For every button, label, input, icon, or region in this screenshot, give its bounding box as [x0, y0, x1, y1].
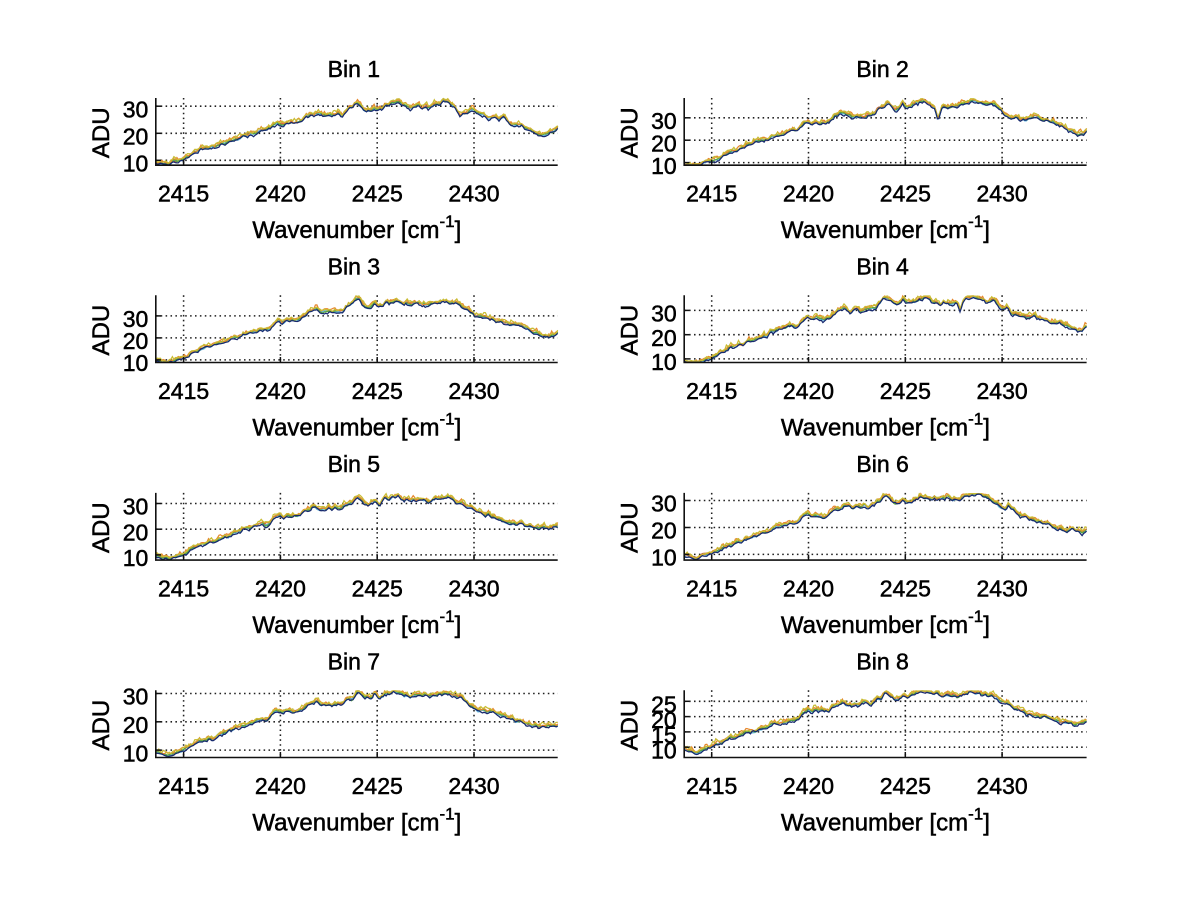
svg-text:2430: 2430 [448, 181, 499, 207]
svg-text:2430: 2430 [448, 773, 499, 799]
svg-text:Bin 1: Bin 1 [328, 56, 380, 82]
svg-text:2415: 2415 [158, 181, 209, 207]
svg-text:15: 15 [651, 722, 677, 748]
svg-text:2425: 2425 [880, 575, 931, 601]
svg-text:2430: 2430 [977, 378, 1028, 404]
svg-text:Bin 5: Bin 5 [328, 451, 380, 477]
svg-text:2425: 2425 [352, 773, 403, 799]
svg-text:Bin 2: Bin 2 [856, 56, 908, 82]
svg-text:2415: 2415 [158, 575, 209, 601]
svg-text:10: 10 [123, 151, 149, 177]
svg-text:2415: 2415 [686, 378, 737, 404]
svg-text:10: 10 [651, 737, 677, 763]
svg-text:30: 30 [123, 96, 149, 122]
svg-text:30: 30 [651, 491, 677, 517]
svg-text:ADU: ADU [88, 700, 115, 751]
svg-text:2430: 2430 [977, 575, 1028, 601]
svg-text:10: 10 [651, 349, 677, 375]
svg-text:2415: 2415 [158, 378, 209, 404]
svg-text:20: 20 [651, 325, 677, 351]
svg-text:2425: 2425 [880, 773, 931, 799]
svg-text:Bin 8: Bin 8 [856, 648, 908, 674]
svg-text:2420: 2420 [255, 378, 306, 404]
svg-text:ADU: ADU [616, 107, 643, 158]
svg-text:ADU: ADU [616, 305, 643, 356]
svg-text:Wavenumber [cm-1]: Wavenumber [cm-1] [781, 607, 990, 639]
svg-text:10: 10 [123, 740, 149, 766]
svg-text:Wavenumber [cm-1]: Wavenumber [cm-1] [252, 607, 461, 639]
svg-text:ADU: ADU [88, 305, 115, 356]
svg-text:20: 20 [123, 328, 149, 354]
svg-text:2425: 2425 [352, 575, 403, 601]
svg-text:ADU: ADU [88, 502, 115, 553]
svg-text:2425: 2425 [352, 181, 403, 207]
svg-text:2430: 2430 [448, 378, 499, 404]
svg-text:ADU: ADU [88, 107, 115, 158]
svg-text:30: 30 [123, 306, 149, 332]
svg-text:2420: 2420 [783, 575, 834, 601]
svg-text:30: 30 [651, 301, 677, 327]
svg-text:20: 20 [651, 707, 677, 733]
svg-text:2420: 2420 [255, 773, 306, 799]
svg-text:Wavenumber [cm-1]: Wavenumber [cm-1] [252, 212, 461, 244]
svg-text:Bin 3: Bin 3 [328, 253, 380, 279]
svg-text:ADU: ADU [616, 502, 643, 553]
svg-text:2415: 2415 [686, 181, 737, 207]
svg-text:Wavenumber [cm-1]: Wavenumber [cm-1] [252, 805, 461, 837]
svg-text:2430: 2430 [448, 575, 499, 601]
svg-text:2420: 2420 [783, 773, 834, 799]
svg-text:30: 30 [123, 494, 149, 520]
svg-text:2415: 2415 [686, 575, 737, 601]
svg-text:Bin 7: Bin 7 [328, 648, 380, 674]
svg-text:ADU: ADU [616, 700, 643, 751]
svg-text:2425: 2425 [880, 378, 931, 404]
svg-text:20: 20 [123, 519, 149, 545]
svg-text:20: 20 [123, 712, 149, 738]
svg-text:2425: 2425 [352, 378, 403, 404]
svg-text:Bin 6: Bin 6 [856, 451, 908, 477]
svg-text:10: 10 [123, 545, 149, 571]
svg-text:Wavenumber [cm-1]: Wavenumber [cm-1] [781, 410, 990, 442]
svg-text:Bin 4: Bin 4 [856, 253, 909, 279]
svg-text:Wavenumber [cm-1]: Wavenumber [cm-1] [781, 805, 990, 837]
svg-text:2430: 2430 [977, 181, 1028, 207]
svg-text:25: 25 [651, 692, 677, 718]
svg-text:2420: 2420 [255, 181, 306, 207]
svg-text:Wavenumber [cm-1]: Wavenumber [cm-1] [252, 410, 461, 442]
svg-text:2415: 2415 [686, 773, 737, 799]
svg-text:20: 20 [651, 130, 677, 156]
svg-text:20: 20 [123, 124, 149, 150]
svg-text:10: 10 [651, 153, 677, 179]
svg-text:30: 30 [651, 108, 677, 134]
svg-text:20: 20 [651, 518, 677, 544]
svg-text:2415: 2415 [158, 773, 209, 799]
svg-text:2425: 2425 [880, 181, 931, 207]
svg-text:2420: 2420 [255, 575, 306, 601]
svg-text:2430: 2430 [977, 773, 1028, 799]
svg-text:Wavenumber [cm-1]: Wavenumber [cm-1] [781, 212, 990, 244]
svg-text:10: 10 [651, 545, 677, 571]
svg-text:30: 30 [123, 684, 149, 710]
svg-text:2420: 2420 [783, 181, 834, 207]
svg-text:10: 10 [123, 350, 149, 376]
svg-text:2420: 2420 [783, 378, 834, 404]
